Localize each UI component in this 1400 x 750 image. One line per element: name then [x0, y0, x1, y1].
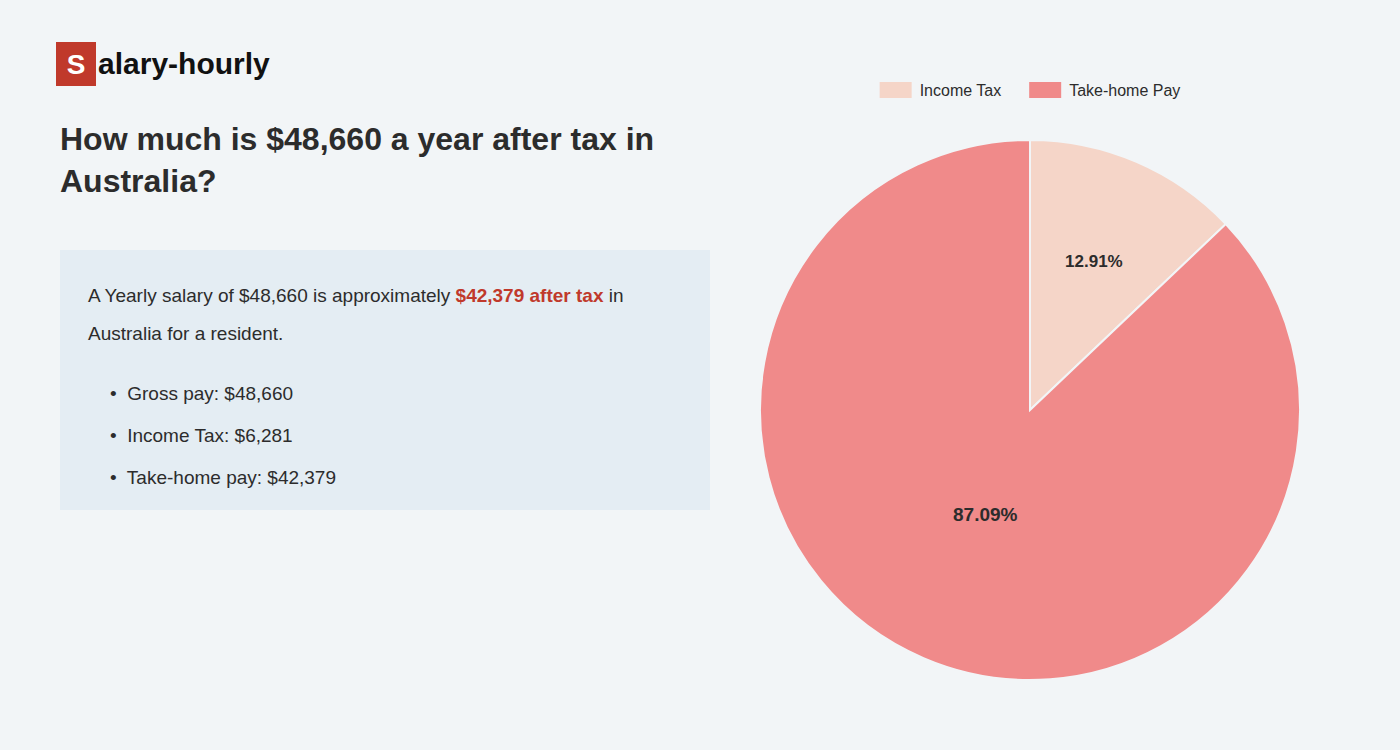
info-text: in — [603, 285, 623, 306]
info-line: Australia for a resident. — [88, 323, 283, 344]
info-line: A Yearly salary of $48,660 is approximat… — [88, 285, 624, 306]
info-text: $42,379 after tax — [456, 285, 604, 306]
bullet-item: • Take-home pay: $42,379 — [110, 467, 336, 488]
logo-text: alary-hourly — [98, 47, 270, 80]
title-line: How much is $48,660 a year after tax in — [60, 121, 654, 157]
legend-label: Income Tax — [920, 82, 1002, 99]
data-label: 12.91% — [1065, 252, 1123, 271]
legend-label: Take-home Pay — [1069, 82, 1180, 99]
chart-canvas: Salary-hourly How much is $48,660 a year … — [0, 0, 1400, 750]
data-label: 87.09% — [953, 504, 1018, 525]
legend: Income Tax Take-home Pay — [880, 82, 1181, 99]
background — [0, 0, 1400, 750]
title: How much is $48,660 a year after tax in A… — [60, 121, 654, 199]
info-box — [60, 250, 710, 510]
title-line: Australia? — [60, 163, 216, 199]
logo-letter: S — [67, 49, 86, 80]
info-text: A Yearly salary of $48,660 is approximat… — [88, 285, 456, 306]
pie-labels: 12.91% 87.09% — [953, 252, 1123, 525]
legend-swatch — [1029, 82, 1061, 98]
legend-swatch — [880, 82, 912, 98]
pie-slice — [760, 140, 1300, 680]
bullet-item: • Gross pay: $48,660 — [110, 383, 293, 404]
bullet-item: • Income Tax: $6,281 — [110, 425, 293, 446]
logo-box — [56, 42, 96, 86]
pie — [760, 140, 1300, 680]
